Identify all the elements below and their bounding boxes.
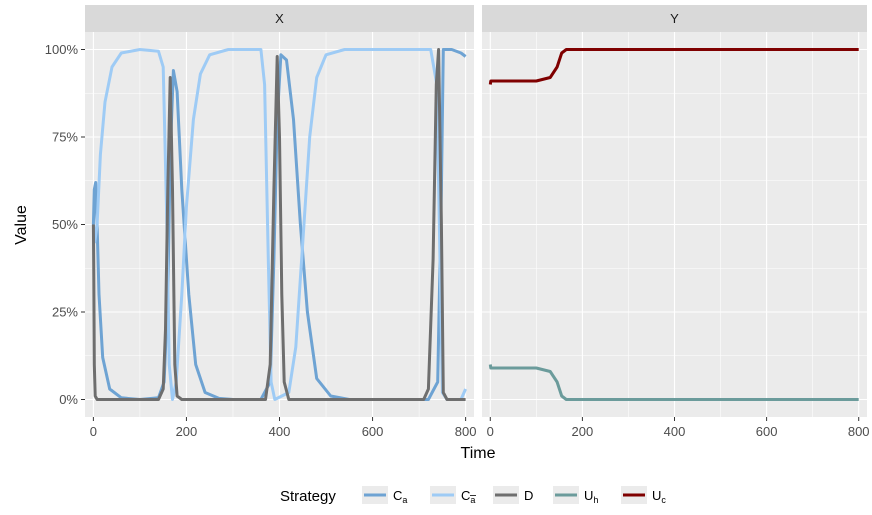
legend-label: Uh: [584, 488, 598, 505]
facet-strip-label: Y: [670, 11, 679, 26]
facet-strip: [482, 5, 867, 32]
legend-item-uc: Uc: [621, 486, 666, 505]
series-line-uh: [488, 364, 859, 401]
x-tick-label: 200: [572, 424, 594, 439]
facet-strip: [85, 5, 474, 32]
legend-label: Uc: [652, 488, 666, 505]
y-axis-title: Value: [13, 205, 30, 245]
legend-label: D: [524, 488, 533, 503]
panel-y: Y 0 200 400 600 800: [482, 5, 870, 439]
x-tick-label: 0: [90, 424, 97, 439]
legend-title: Strategy: [280, 488, 336, 505]
x-tick-label: 800: [848, 424, 870, 439]
x-tick-label: 0: [487, 424, 494, 439]
series-line-cabar: [91, 48, 467, 401]
legend-item-cabar: Ca: [430, 486, 476, 505]
x-axis-title: Time: [461, 445, 496, 462]
y-tick-label: 25%: [52, 305, 78, 320]
legend: Strategy Ca Ca D Uh Uc: [280, 486, 666, 505]
x-tick-label: 200: [176, 424, 198, 439]
legend-item-ca: Ca: [362, 486, 407, 505]
panel-x: X 0 200 400 600 800 0% 25% 50% 75% 100%: [45, 5, 477, 439]
legend-label: Ca: [393, 488, 407, 505]
y-tick-label: 50%: [52, 217, 78, 232]
x-tick-label: 800: [455, 424, 477, 439]
y-tick-label: 100%: [45, 42, 79, 57]
y-tick-label: 0%: [59, 392, 78, 407]
series-line-d: [91, 48, 466, 401]
x-tick-label: 400: [664, 424, 686, 439]
series-line-uc: [488, 48, 859, 85]
facet-strip-label: X: [275, 11, 284, 26]
facet-panels: X 0 200 400 600 800 0% 25% 50% 75% 100% Y 0 200 400 600…: [45, 5, 870, 439]
x-tick-label: 400: [269, 424, 291, 439]
legend-item-uh: Uh: [553, 486, 598, 505]
x-tick-label: 600: [362, 424, 384, 439]
x-tick-label: 600: [756, 424, 778, 439]
y-tick-label: 75%: [52, 130, 78, 145]
legend-label: Ca: [461, 488, 475, 505]
legend-item-d: D: [493, 486, 533, 504]
